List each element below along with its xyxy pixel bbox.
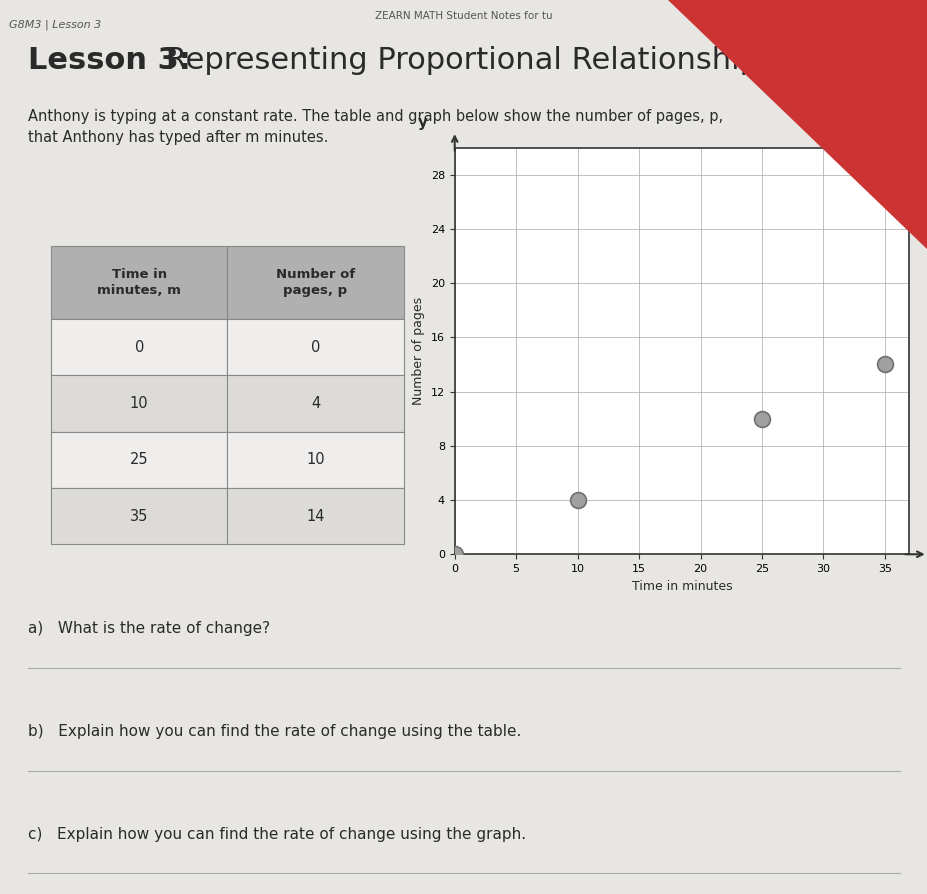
- Text: a)   What is the rate of change?: a) What is the rate of change?: [28, 621, 270, 637]
- Text: 14: 14: [306, 509, 324, 524]
- Text: Number of
pages, p: Number of pages, p: [275, 268, 355, 297]
- FancyBboxPatch shape: [51, 375, 227, 432]
- Point: [754, 411, 768, 426]
- FancyBboxPatch shape: [227, 319, 403, 375]
- Text: 25: 25: [130, 452, 148, 468]
- FancyBboxPatch shape: [51, 246, 227, 319]
- FancyBboxPatch shape: [227, 246, 403, 319]
- Text: ZEARN MATH Student Notes for tu: ZEARN MATH Student Notes for tu: [375, 11, 552, 21]
- FancyBboxPatch shape: [227, 375, 403, 432]
- X-axis label: Time in minutes: Time in minutes: [631, 579, 731, 593]
- Text: G8M3 | Lesson 3: G8M3 | Lesson 3: [9, 20, 101, 30]
- Y-axis label: Number of pages: Number of pages: [412, 297, 425, 405]
- Text: y: y: [417, 115, 427, 131]
- Text: Time in
minutes, m: Time in minutes, m: [97, 268, 181, 297]
- Text: 10: 10: [306, 452, 324, 468]
- FancyBboxPatch shape: [51, 488, 227, 544]
- Point: [447, 547, 462, 561]
- Text: Lesson 3:: Lesson 3:: [28, 46, 191, 75]
- Text: 0: 0: [134, 340, 144, 355]
- Point: [569, 493, 584, 507]
- Text: c)   Explain how you can find the rate of change using the graph.: c) Explain how you can find the rate of …: [28, 827, 526, 842]
- Text: Anthony is typing at a constant rate. The table and graph below show the number : Anthony is typing at a constant rate. Th…: [28, 109, 722, 145]
- Point: [877, 358, 892, 372]
- Text: Representing Proportional Relationships: Representing Proportional Relationships: [156, 46, 774, 75]
- FancyBboxPatch shape: [51, 319, 227, 375]
- Polygon shape: [667, 0, 927, 250]
- Text: 10: 10: [130, 396, 148, 411]
- FancyBboxPatch shape: [227, 432, 403, 488]
- Text: 35: 35: [130, 509, 148, 524]
- FancyBboxPatch shape: [51, 432, 227, 488]
- Text: 0: 0: [311, 340, 320, 355]
- Text: 4: 4: [311, 396, 320, 411]
- Text: b)   Explain how you can find the rate of change using the table.: b) Explain how you can find the rate of …: [28, 724, 521, 739]
- FancyBboxPatch shape: [227, 488, 403, 544]
